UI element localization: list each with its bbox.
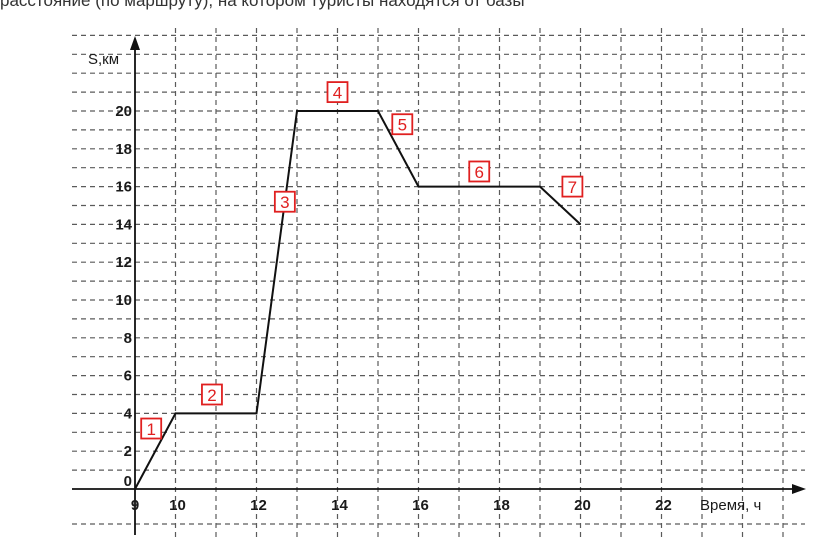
y-axis-title: S,км (88, 51, 119, 68)
y-tick-label: 2 (124, 443, 132, 460)
segment-marker-label: 7 (568, 178, 577, 197)
segment-marker-box (468, 160, 491, 183)
y-tick-label: 16 (115, 179, 132, 196)
axes (72, 36, 806, 535)
segment-marker-label: 1 (146, 420, 155, 439)
y-tick-label: 8 (124, 330, 132, 347)
y-tick-label: 0 (124, 473, 132, 490)
y-tick-label: 12 (115, 254, 132, 271)
x-tick-label: 12 (250, 497, 267, 514)
y-tick-label: 10 (115, 292, 132, 309)
y-tick-label: 20 (115, 103, 132, 120)
segment-marker-box (561, 175, 584, 198)
series-line (134, 110, 582, 490)
segment-marker-box (391, 113, 414, 136)
segment-marker-box (326, 81, 349, 103)
y-tick-label: 6 (124, 368, 132, 385)
x-tick-label: 10 (169, 497, 186, 514)
segment-marker-box (201, 383, 223, 406)
x-tick-label: 22 (655, 497, 672, 514)
segment-marker-label: 6 (475, 163, 484, 182)
x-tick-label: 16 (412, 497, 429, 514)
x-axis-title: Время, ч (700, 497, 761, 514)
y-tick-label: 4 (124, 405, 133, 422)
y-tick-label: 18 (115, 141, 132, 158)
header-text: расстояние (по маршруту), на котором тур… (0, 0, 525, 10)
x-tick-label: 18 (493, 497, 510, 514)
segment-marker-label: 3 (280, 193, 289, 212)
segment-marker-box (273, 190, 296, 213)
segment-marker-label: 4 (333, 84, 342, 103)
segment-marker-label: 5 (398, 116, 407, 135)
x-tick-label: 20 (574, 497, 591, 514)
x-tick-label: 14 (331, 497, 348, 514)
segment-markers: 1 2 3 4 5 6 7 (140, 81, 584, 440)
x-axis-arrow (792, 484, 806, 494)
grid (72, 28, 805, 541)
y-tick-label: 14 (115, 216, 132, 233)
y-axis-arrow (130, 36, 140, 50)
x-tick-label: 9 (131, 497, 139, 514)
segment-marker-box (140, 417, 163, 440)
segment-marker-label: 2 (207, 386, 216, 405)
series (134, 110, 582, 490)
